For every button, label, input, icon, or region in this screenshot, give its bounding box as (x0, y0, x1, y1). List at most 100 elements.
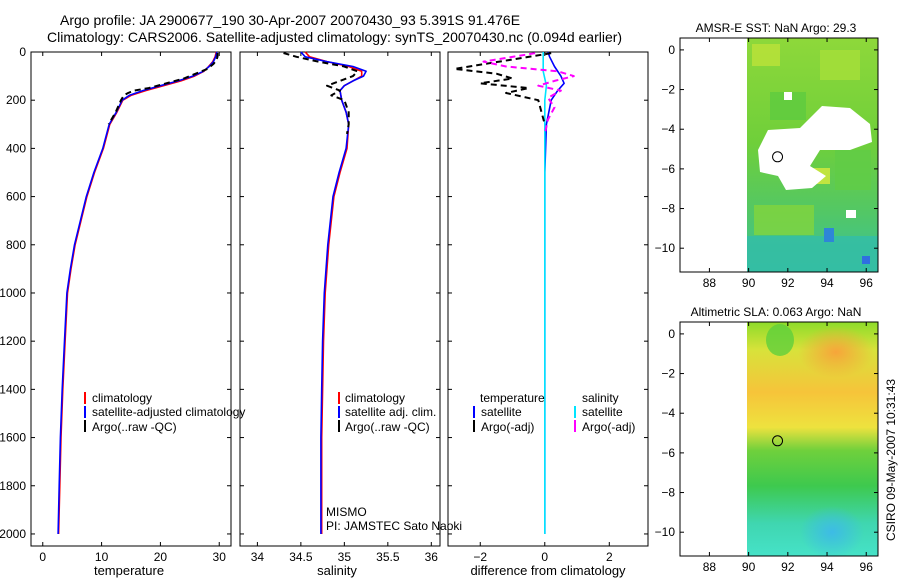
sla-argo-position-marker (772, 435, 784, 447)
salinity-series (283, 51, 367, 534)
sst-field-patch (862, 256, 870, 264)
difference-series (453, 51, 575, 534)
y-tick-label: 1400 (0, 382, 26, 396)
y-tick-label: 1800 (0, 479, 26, 493)
y-tick-label: 0 (19, 45, 26, 59)
y-tick-label: −2 (661, 83, 675, 97)
salinity-xlabel: salinity (317, 563, 357, 578)
x-tick-label: 0 (541, 550, 548, 564)
legend-label-satellite: satellite-adjusted climatology (92, 405, 245, 419)
sst-missing-data-region (784, 92, 792, 100)
y-tick-label: −4 (661, 406, 675, 420)
y-tick-label: 1600 (0, 431, 26, 445)
sst-field-patch (752, 44, 780, 66)
sst-field-patch (820, 50, 860, 80)
series-line-argo (107, 53, 219, 125)
difference-panel: −2 0 2 difference from climatology tempera… (447, 51, 649, 578)
legend-label-temp-satellite: satellite (481, 405, 522, 419)
temperature-x-ticks: 0 10 20 30 (39, 52, 226, 564)
x-tick-label: 10 (95, 550, 109, 564)
y-tick-label: 2000 (0, 527, 26, 541)
sst-field-patch (747, 236, 878, 272)
x-tick-label: 92 (781, 560, 795, 574)
x-tick-label: 96 (860, 276, 874, 290)
series-line-argo (283, 52, 359, 135)
y-tick-label: 200 (6, 93, 26, 107)
difference-xlabel: difference from climatology (470, 563, 626, 578)
legend-label-sal-argo: Argo(-adj) (582, 420, 635, 434)
salinity-x-ticks: 34 34.5 35 35.5 36 (251, 52, 439, 564)
legend-header-temperature: temperature (480, 391, 545, 405)
sla-field-low (766, 324, 794, 356)
x-tick-label: 0 (39, 550, 46, 564)
y-tick-label: −6 (661, 162, 675, 176)
difference-y-ticks (448, 51, 648, 535)
salinity-y-ticks (240, 51, 440, 535)
series-line-climatology (57, 51, 218, 535)
legend-label-argo: Argo(..raw -QC) (345, 420, 430, 434)
legend-label-temp-argo: Argo(-adj) (481, 420, 534, 434)
series-line-climatology (304, 51, 363, 534)
x-tick-label: 90 (742, 560, 756, 574)
y-tick-label: 400 (6, 141, 26, 155)
figure-title-line1: Argo profile: JA 2900677_190 30-Apr-2007… (60, 12, 520, 28)
x-tick-label: −2 (473, 550, 487, 564)
legend-label-satellite: satellite adj. clim. (345, 405, 436, 419)
y-tick-label: −4 (661, 122, 675, 136)
series-line-temperature-satellite (543, 51, 565, 534)
y-tick-label: −6 (661, 446, 675, 460)
sla-field-low (800, 506, 864, 558)
sla-y-ticks: 0 −2 −4 −6 −8 −10 (655, 327, 878, 539)
sla-map-title: Altimetric SLA: 0.063 Argo: NaN (691, 305, 862, 319)
temperature-legend: climatology satellite-adjusted climatolo… (84, 391, 245, 434)
legend-label-climatology: climatology (92, 391, 152, 405)
salinity-legend: climatology satellite adj. clim. Argo(..… (338, 391, 436, 434)
series-line-temperature-argo-adj (453, 52, 552, 125)
x-tick-label: 36 (425, 550, 439, 564)
x-tick-label: 34 (251, 550, 265, 564)
temperature-y-ticks: 0 200 400 600 800 1000 1200 1400 1600 1800 2000 (0, 45, 231, 541)
y-tick-label: 0 (668, 43, 675, 57)
series-line-satellite (57, 51, 218, 535)
temperature-series (57, 51, 219, 535)
sst-y-ticks: 0 −2 −4 −6 −8 −10 (655, 43, 878, 255)
sst-map-title: AMSR-E SST: NaN Argo: 29.3 (696, 21, 857, 35)
x-tick-label: 90 (742, 276, 756, 290)
series-line-salinity-argo-adj (482, 52, 575, 135)
y-tick-label: 0 (668, 327, 675, 341)
salinity-axes-frame (239, 51, 441, 547)
temperature-axes-frame (30, 51, 232, 547)
y-tick-label: 1200 (0, 334, 26, 348)
sla-map-frame (679, 321, 879, 557)
legend-label-argo: Argo(..raw -QC) (92, 420, 177, 434)
x-tick-label: 88 (703, 560, 717, 574)
legend-label-sal-satellite: satellite (582, 405, 623, 419)
sst-map-frame (679, 37, 879, 273)
sla-map-panel: Altimetric SLA: 0.063 Argo: NaN 0 −2 −4 −6 −… (655, 305, 879, 574)
creator-timestamp: CSIRO 09-May-2007 10:31:43 (884, 379, 898, 541)
float-project-label: MISMO (326, 505, 367, 519)
x-tick-label: 94 (820, 560, 834, 574)
y-tick-label: −10 (655, 241, 676, 255)
sst-field-patch (754, 205, 814, 235)
x-tick-label: 88 (703, 276, 717, 290)
legend-header-salinity: salinity (582, 391, 619, 405)
difference-legend: temperature salinity satellite Argo(-adj… (473, 391, 635, 434)
sst-argo-position-marker (772, 151, 784, 163)
x-tick-label: 35 (338, 550, 352, 564)
sla-field-high (798, 326, 874, 378)
difference-axes-frame (447, 51, 649, 547)
y-tick-label: 800 (6, 238, 26, 252)
sst-field-patch (824, 228, 834, 242)
x-tick-label: 30 (213, 550, 227, 564)
x-tick-label: 96 (860, 560, 874, 574)
x-tick-label: 2 (606, 550, 613, 564)
y-tick-label: −8 (661, 202, 675, 216)
sst-missing-data-region (758, 106, 872, 190)
series-line-salinity-satellite (542, 52, 548, 534)
legend-label-climatology: climatology (345, 391, 405, 405)
sst-data-field (747, 38, 878, 272)
y-tick-label: 600 (6, 190, 26, 204)
series-line-satellite (300, 51, 367, 534)
x-tick-label: 35.5 (376, 550, 400, 564)
